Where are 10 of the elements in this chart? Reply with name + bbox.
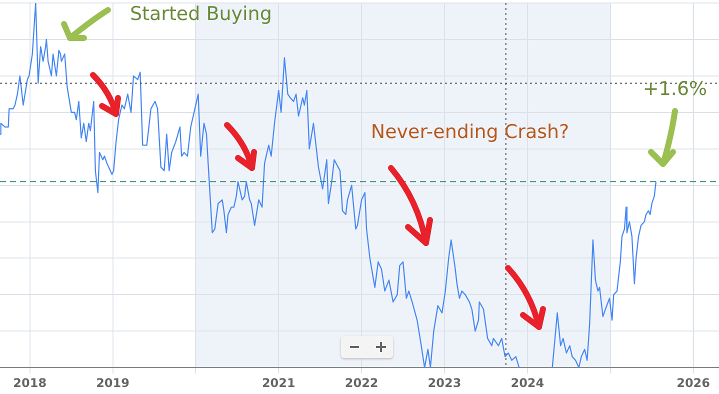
x-tick-label: 2018 (13, 376, 47, 390)
annotation: +1.6% (642, 78, 708, 100)
x-tick-label: 2021 (262, 376, 296, 390)
annotation: Started Buying (130, 2, 272, 25)
annotation: Never-ending Crash? (370, 120, 570, 143)
x-tick-label: 2022 (344, 376, 378, 390)
x-tick-label: 2024 (510, 376, 544, 390)
x-tick-label: 2023 (428, 376, 462, 390)
x-tick-label: 2026 (676, 376, 710, 390)
x-tick-label: 2019 (96, 376, 130, 390)
